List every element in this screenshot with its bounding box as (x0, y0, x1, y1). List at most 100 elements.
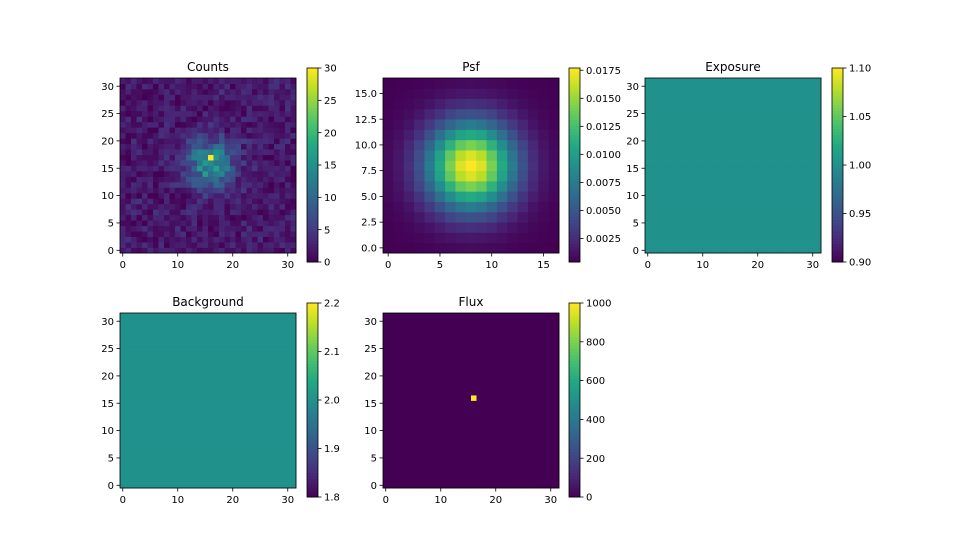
heatmap-cell (700, 181, 706, 188)
heatmap-cell (191, 203, 198, 210)
colorbar-tick-label: 30 (324, 64, 337, 75)
heatmap-cell (683, 181, 690, 188)
heatmap-cell (246, 165, 253, 172)
heatmap-cell (175, 466, 181, 472)
heatmap-cell (197, 181, 203, 188)
colorbar-segment (307, 336, 318, 340)
heatmap-cell (493, 340, 499, 347)
heatmap-cell (498, 378, 505, 385)
heatmap-cell (815, 165, 822, 172)
heatmap-cell (241, 236, 247, 243)
heatmap-cell (175, 318, 181, 325)
heatmap-cell (520, 313, 527, 319)
heatmap-cell (471, 362, 477, 369)
heatmap-cell (482, 405, 488, 412)
heatmap-cell (120, 187, 126, 194)
heatmap-cell (175, 127, 181, 134)
heatmap-cell (645, 105, 651, 112)
heatmap-cell (208, 395, 214, 401)
heatmap-cell (804, 181, 811, 188)
heatmap-cell (274, 110, 280, 117)
heatmap-cell (235, 384, 242, 390)
colorbar-segment (569, 312, 580, 316)
heatmap-cell (120, 378, 126, 385)
y-tick-label: 20 (101, 136, 114, 147)
heatmap-cell (393, 191, 405, 202)
heatmap-cell (197, 198, 203, 205)
colorbar-segment (307, 237, 318, 242)
heatmap-cell (394, 378, 400, 385)
heatmap-cell (191, 416, 198, 423)
heatmap-cell (744, 149, 750, 155)
heatmap-cell (268, 384, 275, 390)
heatmap-cell (197, 356, 203, 363)
heatmap-cell (744, 88, 750, 95)
heatmap-cell (667, 88, 673, 95)
heatmap-cell (274, 351, 280, 358)
heatmap-cell (405, 427, 411, 434)
heatmap-cell (782, 138, 789, 145)
heatmap-cell (241, 83, 247, 90)
heatmap-cell (777, 132, 783, 139)
heatmap-cell (471, 313, 477, 319)
colorbar-segment (832, 168, 843, 172)
heatmap-cell (169, 138, 176, 145)
heatmap-cell (405, 362, 411, 369)
heatmap-cell (645, 83, 651, 90)
heatmap-cell (449, 460, 455, 467)
heatmap-cell (487, 389, 494, 396)
heatmap-cell (416, 482, 422, 489)
heatmap-cell (208, 416, 214, 423)
heatmap-cell (672, 143, 679, 150)
heatmap-cell (509, 334, 516, 341)
heatmap-cell (672, 236, 679, 243)
heatmap-cell (153, 427, 159, 434)
heatmap-cell (241, 422, 247, 429)
heatmap-cell (749, 165, 756, 172)
heatmap-cell (285, 334, 291, 341)
heatmap-cell (476, 129, 487, 141)
heatmap-cell (465, 313, 472, 319)
heatmap-cell (180, 105, 187, 112)
heatmap-cell (515, 323, 521, 330)
heatmap-cell (213, 329, 220, 336)
heatmap-cell (197, 405, 203, 412)
heatmap-cell (727, 176, 734, 183)
heatmap-cell (125, 165, 132, 172)
heatmap-cell (257, 149, 264, 155)
heatmap-cell (793, 99, 800, 106)
heatmap-cell (443, 351, 450, 358)
heatmap-cell (487, 351, 494, 358)
heatmap-cell (526, 433, 532, 440)
heatmap-cell (147, 444, 154, 451)
heatmap-cell (711, 209, 717, 216)
colorbar-segment (307, 424, 318, 428)
colorbar-segment (307, 189, 318, 193)
colorbar-segment (832, 77, 843, 81)
heatmap-cell (683, 220, 690, 227)
heatmap-cell (186, 345, 192, 352)
heatmap-cells (120, 313, 297, 489)
heatmap-cell (246, 460, 253, 467)
heatmap-cell (120, 466, 126, 472)
heatmap-cell (197, 160, 203, 166)
heatmap-cell (158, 88, 165, 95)
heatmap-cell (672, 187, 679, 194)
heatmap-cell (274, 198, 280, 205)
heatmap-cell (268, 242, 275, 248)
y-tick-label: 5 (371, 454, 377, 465)
heatmap-cell (279, 362, 286, 369)
y-tick-label: 30 (364, 317, 377, 328)
heatmap-cell (169, 313, 176, 319)
colorbar-segment (307, 475, 318, 480)
heatmap-cell (399, 477, 406, 483)
heatmap-cell (771, 203, 778, 210)
heatmap-cell (656, 203, 662, 210)
heatmap-cell (449, 323, 455, 330)
heatmap-cell (120, 236, 126, 243)
heatmap-cell (241, 323, 247, 330)
heatmap-cell (235, 138, 242, 145)
heatmap-cell (268, 345, 275, 352)
heatmap-cell (169, 83, 176, 90)
